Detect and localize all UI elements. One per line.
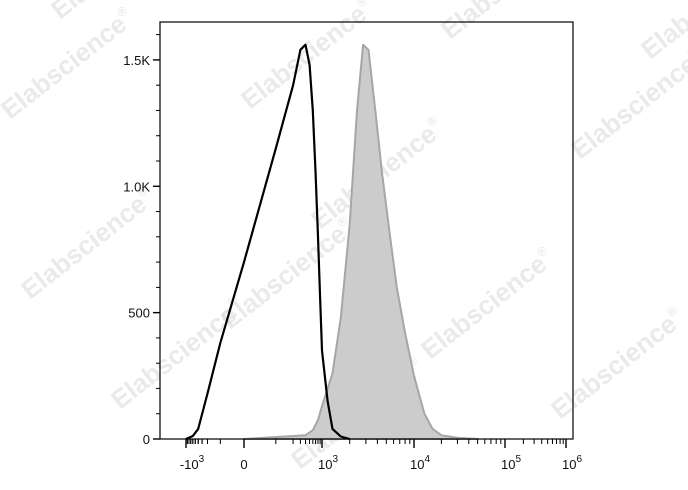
x-tick-exponent: 6: [576, 454, 582, 465]
histogram-filled-series: [243, 43, 479, 440]
watermark-registered-mark: ®: [424, 112, 441, 130]
watermark-text: Elabscience®: [565, 42, 688, 164]
watermark-registered-mark: ®: [664, 302, 681, 320]
x-tick-base: 10: [562, 457, 576, 472]
histogram-outline-series: [185, 43, 350, 441]
watermark-text: Elabscience®: [415, 242, 560, 364]
watermark-text: Elabscience®: [15, 182, 160, 304]
x-tick-base: 10: [501, 457, 515, 472]
watermark-registered-mark: ®: [114, 2, 131, 20]
y-tick-label: 1.5K: [123, 53, 150, 68]
x-tick-exponent: 5: [515, 454, 521, 465]
watermark-text: Elabscience®: [215, 212, 360, 334]
x-tick-exponent: 4: [424, 454, 430, 465]
series-layer: [185, 43, 479, 441]
x-tick-exponent: 3: [332, 454, 338, 465]
x-tick-base: 10: [410, 457, 424, 472]
watermark-text: Elabscience®: [0, 2, 140, 124]
x-tick-base: 0: [240, 457, 247, 472]
watermark-text: Elabscience®: [545, 302, 688, 424]
x-tick-base: -10: [180, 457, 199, 472]
x-tick-label: 103: [318, 454, 338, 472]
x-tick-label: 106: [562, 454, 582, 472]
plot-frame: [159, 21, 574, 440]
x-tick-exponent: 3: [199, 454, 205, 465]
watermark-registered-mark: ®: [684, 42, 688, 60]
x-tick-base: 10: [318, 457, 332, 472]
y-tick-label: 0: [143, 432, 150, 447]
x-tick-label: 0: [240, 457, 247, 472]
watermark-registered-mark: ®: [354, 0, 371, 10]
y-tick-label: 500: [128, 306, 150, 321]
x-tick-label: 104: [410, 454, 430, 472]
y-tick-label: 1.0K: [123, 179, 150, 194]
x-tick-label: -103: [180, 454, 205, 472]
x-tick-label: 105: [501, 454, 521, 472]
watermark-registered-mark: ®: [534, 242, 551, 260]
